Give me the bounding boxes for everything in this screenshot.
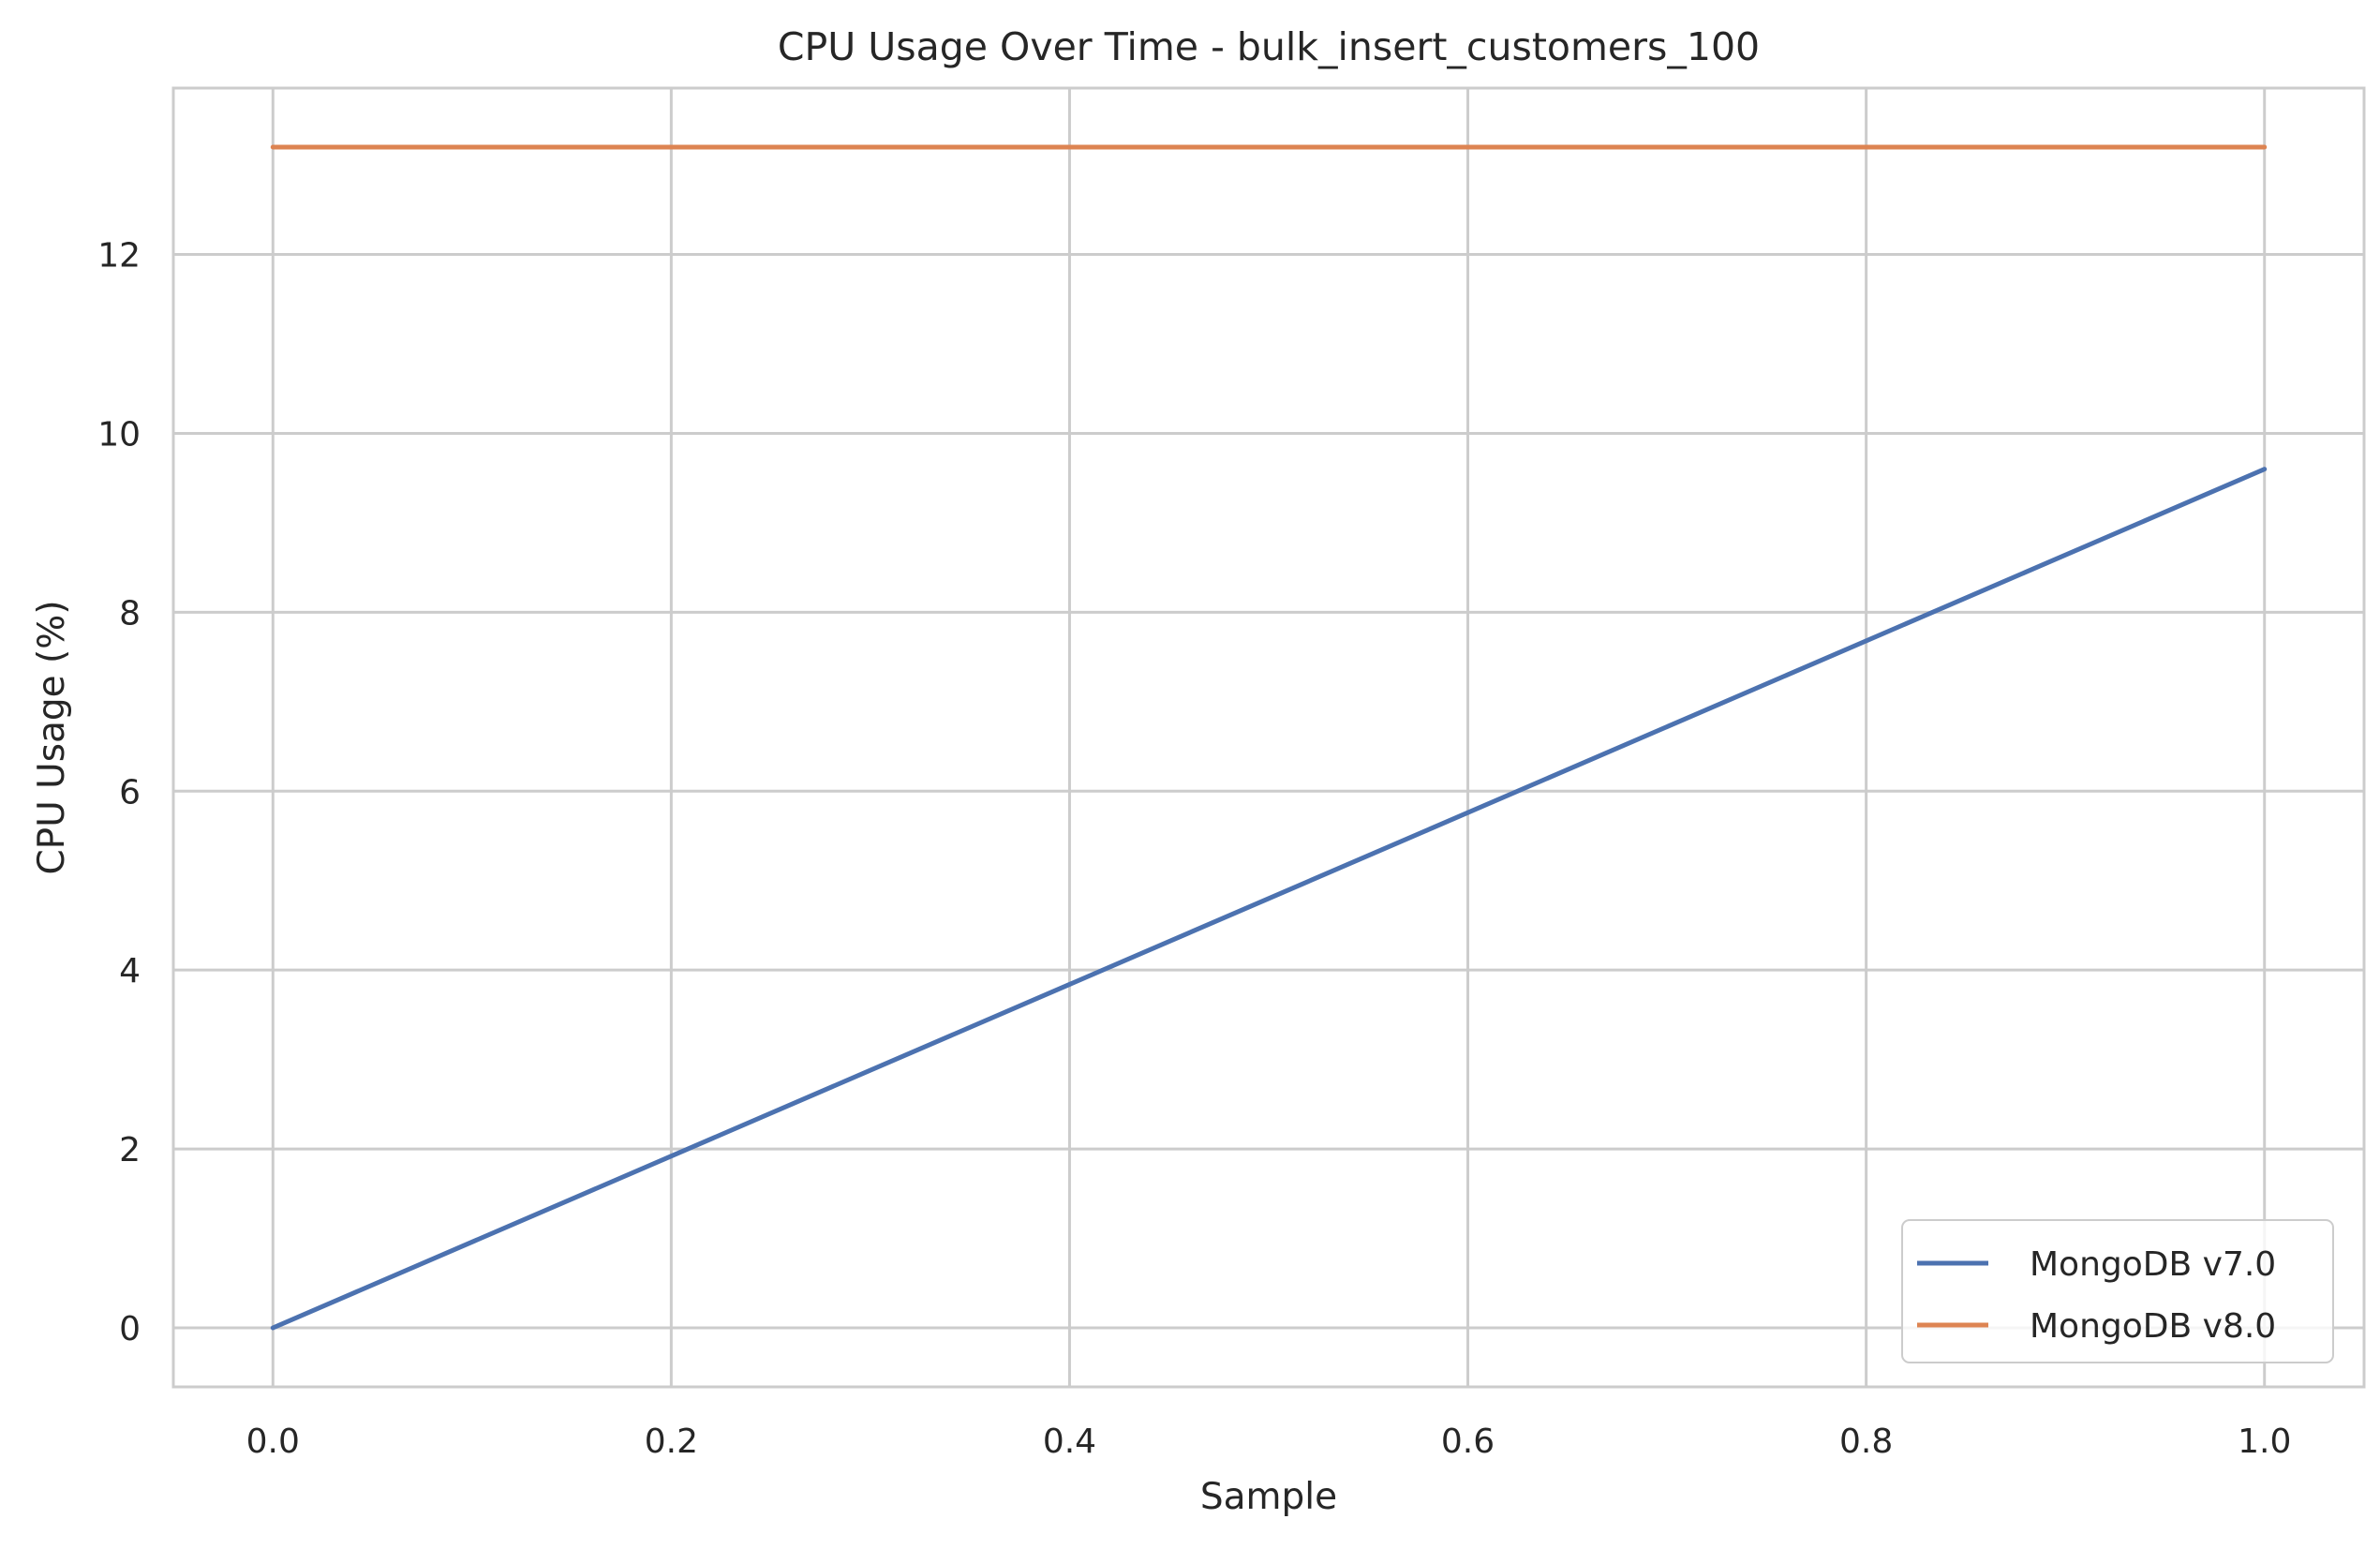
- y-tick-label: 10: [97, 415, 141, 454]
- series-lines: [270, 144, 2268, 1331]
- y-tick-label: 0: [119, 1310, 141, 1348]
- legend: MongoDB v7.0 MongoDB v8.0: [1901, 1219, 2334, 1363]
- y-tick-labels: 0 2 4 6 8 10 12: [97, 237, 141, 1348]
- legend-label-v7: MongoDB v7.0: [2030, 1245, 2276, 1284]
- y-tick-label: 8: [119, 594, 141, 633]
- x-tick-labels: 0.0 0.2 0.4 0.6 0.8 1.0: [246, 1422, 2292, 1461]
- x-tick-label: 0.0: [246, 1422, 300, 1461]
- y-tick-label: 2: [119, 1131, 141, 1169]
- series-line-v7: [270, 467, 2268, 1331]
- x-tick-label: 0.6: [1441, 1422, 1495, 1461]
- y-tick-label: 6: [119, 773, 141, 812]
- x-tick-label: 0.2: [645, 1422, 698, 1461]
- y-tick-label: 4: [119, 952, 141, 990]
- legend-label-v8: MongoDB v8.0: [2030, 1307, 2276, 1346]
- y-axis-label: CPU Usage (%): [31, 600, 73, 874]
- x-tick-label: 1.0: [2238, 1422, 2291, 1461]
- x-axis-label: Sample: [1200, 1476, 1337, 1518]
- chart-title: CPU Usage Over Time - bulk_insert_custom…: [778, 24, 1760, 69]
- plot-frame: [171, 86, 2366, 1389]
- y-tick-label: 12: [97, 237, 141, 276]
- x-tick-label: 0.4: [1043, 1422, 1096, 1461]
- x-tick-label: 0.8: [1839, 1422, 1893, 1461]
- legend-box: [1901, 1219, 2334, 1363]
